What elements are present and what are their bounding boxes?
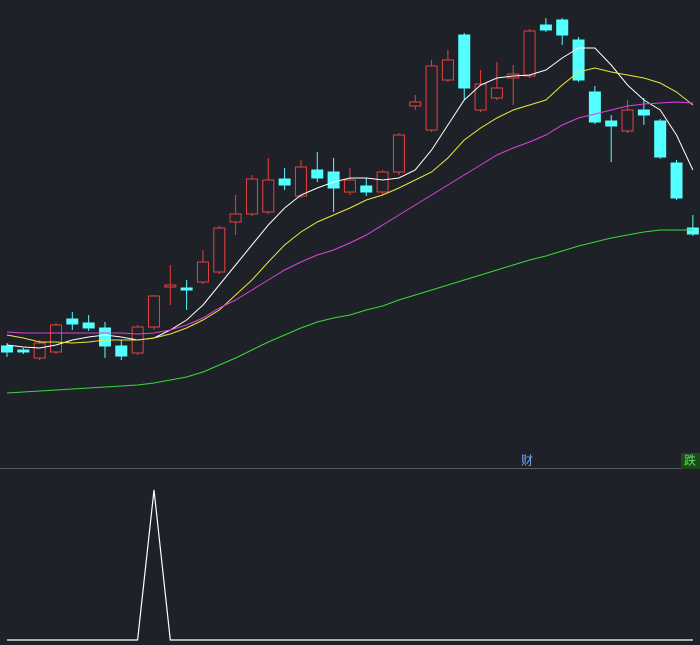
candle-body <box>490 87 503 99</box>
moving-average-line <box>6 101 693 335</box>
candle-body <box>213 227 226 273</box>
candle-body <box>409 101 422 107</box>
candle-body <box>33 342 46 359</box>
annotation: 跌 <box>684 453 696 468</box>
candle-body <box>245 178 258 215</box>
candle-body <box>49 324 62 353</box>
candle-body <box>425 65 438 131</box>
candle-body <box>572 39 585 81</box>
candle-body <box>605 120 618 127</box>
candle-body <box>441 59 454 81</box>
moving-average-line <box>6 229 693 394</box>
candle-body <box>670 162 683 199</box>
candle-body <box>343 179 356 193</box>
candle-body <box>115 345 128 357</box>
candle-body <box>17 349 30 353</box>
candle-body <box>392 134 405 173</box>
candle-body <box>360 185 373 193</box>
candle-body <box>278 178 291 186</box>
candle-body <box>1 345 13 353</box>
candle-body <box>294 166 307 197</box>
candle-body <box>588 91 601 123</box>
candle-body <box>458 34 471 89</box>
candle-body <box>311 169 324 179</box>
candle-body <box>474 83 487 111</box>
candle-body <box>196 261 209 283</box>
candle-body <box>539 24 552 31</box>
candle-body <box>98 327 111 347</box>
candle-body <box>262 179 275 213</box>
candle-body <box>637 109 650 116</box>
candle-body <box>523 30 536 77</box>
candle-body <box>164 284 177 288</box>
candle-body <box>180 287 193 291</box>
candle-body <box>66 318 79 325</box>
candle-body <box>654 120 667 158</box>
plot-area <box>1 18 699 641</box>
candle-body <box>327 171 340 189</box>
candle-body <box>147 295 160 328</box>
candle-body <box>686 227 699 235</box>
annotation: 财 <box>521 454 533 468</box>
candle-body <box>82 322 95 329</box>
annotation-box <box>681 453 700 469</box>
candle-body <box>621 109 634 132</box>
candle-body <box>229 213 242 223</box>
moving-average-line <box>6 47 694 349</box>
candle-body <box>376 171 389 193</box>
moving-average-line <box>6 67 694 344</box>
indicator-line <box>7 489 693 641</box>
candle-body <box>556 19 569 36</box>
